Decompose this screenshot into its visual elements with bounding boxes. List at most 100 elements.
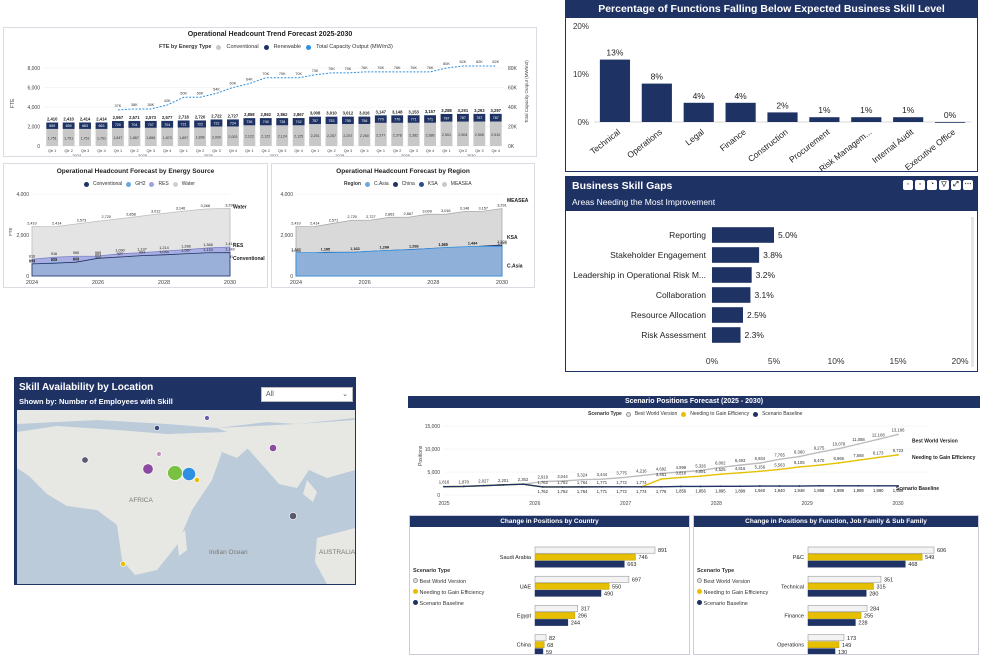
scenario-point-2 xyxy=(857,484,860,487)
trend-bar-conventional xyxy=(194,127,206,146)
trend-x-tick: Qtr 1 xyxy=(114,149,122,153)
pct-bar xyxy=(767,112,798,122)
trend-total-label: 2,414 xyxy=(96,116,107,121)
trend-bar-renewable xyxy=(342,116,354,124)
pct-y-tick: 0% xyxy=(577,118,589,127)
function-svg-value-2: 228 xyxy=(858,621,867,627)
country-panel: Change in Positions by Country Scenario … xyxy=(409,515,690,655)
energy-svg-value-res: 1,137 xyxy=(137,248,147,252)
country-svg-bar-0 xyxy=(534,575,630,583)
trend-bar-conventional xyxy=(391,122,404,146)
country-legend-efficiency: Needing to Gain Efficiency xyxy=(419,590,485,596)
scenario-point-2 xyxy=(502,483,505,486)
scenario-point-1 xyxy=(758,470,761,473)
scenario-point-0 xyxy=(719,466,722,469)
filter-icon[interactable]: ▽ xyxy=(939,180,949,190)
scenario-value-2: 1,940 xyxy=(774,488,785,493)
pct-x-tick: Construction xyxy=(746,127,790,164)
trend-x-tick: Qtr 1 xyxy=(442,149,450,153)
focus-mode-icon[interactable]: ⤢ xyxy=(951,180,961,190)
trend-bar-conventional xyxy=(128,127,141,146)
region-svg-value-casia: 1,140 xyxy=(321,248,331,252)
trend-capacity-label: 38K xyxy=(131,103,138,107)
legend-efficiency-swatch xyxy=(681,411,687,417)
gaps-bar xyxy=(712,247,760,263)
region-svg-value-casia: 1,162 xyxy=(350,247,360,251)
trend-conv-label: 1,751 xyxy=(64,136,73,140)
scenario-x-tick: 2026 xyxy=(529,501,540,507)
energy-svg-y-tick: 2,000 xyxy=(16,233,29,239)
scenario-point-0 xyxy=(758,462,761,465)
trend-bar-conventional xyxy=(227,126,239,146)
energy-svg-value-base: 994 xyxy=(139,251,145,255)
trend-y-tick: 8,000 xyxy=(27,66,40,72)
scenario-point-2 xyxy=(522,483,524,486)
trend-bar-conventional xyxy=(325,123,338,146)
scenario-value-0: 6,002 xyxy=(715,460,726,465)
map-land-sea-islands xyxy=(303,480,317,502)
trend-bar-conventional xyxy=(62,128,75,146)
energy-svg-value-res: 816 xyxy=(29,254,35,258)
scenario-value-2: 1,856 xyxy=(676,488,687,493)
scenario-point-0 xyxy=(857,443,860,445)
pct-x-tick: Operations xyxy=(625,127,664,160)
scenario-value-1: 1,762 xyxy=(537,480,548,485)
scenario-value-2: 1,899 xyxy=(735,488,746,493)
trend-conv-label: 1,866 xyxy=(146,136,155,140)
country-title: Change in Positions by Country xyxy=(410,516,689,527)
trend-capacity-label: 76K xyxy=(377,66,384,70)
country-svg-bar-0 xyxy=(534,634,547,642)
function-svg-bar-1 xyxy=(807,612,862,619)
trend-capacity-label: 82K xyxy=(460,60,467,64)
trend-x-tick: Qtr 3 xyxy=(475,149,483,153)
scenario-value-0: 7,765 xyxy=(774,452,785,457)
trend-ren-label: 704 xyxy=(131,123,137,127)
location-filter-dropdown[interactable]: All ⌄ xyxy=(261,387,353,402)
scenario-x-tick: 2030 xyxy=(892,501,903,507)
pin-icon[interactable]: ◦ xyxy=(903,180,913,190)
trend-capacity-label: 50K xyxy=(180,91,187,95)
function-legend-baseline: Scenario Baseline xyxy=(703,601,748,607)
scenario-point-0 xyxy=(897,433,899,436)
scenario-value-2: 1,895 xyxy=(715,488,726,493)
trend-x-tick: Qtr 4 xyxy=(426,149,434,153)
country-svg-value-1: 746 xyxy=(638,555,647,561)
scenario-value-2: 1,940 xyxy=(755,488,766,493)
bell-icon[interactable]: ◔ xyxy=(927,180,937,190)
trend-x-tick: Qtr 2 xyxy=(327,149,335,153)
trend-ren-label: 771 xyxy=(411,118,417,122)
scenario-point-2 xyxy=(541,485,544,488)
energy-svg-x-tick: 2024 xyxy=(26,280,38,286)
scenario-value-0: 1,870 xyxy=(458,479,469,484)
region-svg-value-casia: 1,142 xyxy=(291,248,301,252)
legend-conv-swatch xyxy=(84,181,89,187)
energy-svg-value-res: 1,286 xyxy=(181,245,191,249)
country-legend-title: Scenario Type xyxy=(413,568,451,574)
trend-y2-tick: 40K xyxy=(508,105,518,111)
trend-x-tick: Qtr 2 xyxy=(130,149,138,153)
function-legend-base-swatch xyxy=(697,600,702,605)
country-legend-base-swatch xyxy=(413,600,418,605)
country-svg-category-label: Egypt xyxy=(517,614,532,620)
gaps-category-label: Leadership in Operational Risk M... xyxy=(573,270,706,280)
map-canvas[interactable]: AFRICA Indian Ocean AUSTRALIA xyxy=(17,410,355,584)
region-svg-value-ksa: 1,298 xyxy=(409,244,419,248)
scenario-value-0: 9,275 xyxy=(814,445,825,450)
copy-icon[interactable]: ▫ xyxy=(915,180,925,190)
scenario-point-2 xyxy=(581,485,584,488)
scenario-value-2: 1,856 xyxy=(695,488,706,493)
scenario-value-2: 1,762 xyxy=(557,489,568,494)
scenario-point-1 xyxy=(798,466,801,468)
trend-conv-label: 2,003 xyxy=(228,135,237,139)
scenario-point-2 xyxy=(660,485,663,488)
trend-total-label: 2,720 xyxy=(195,114,206,119)
trend-capacity-label: 82K xyxy=(476,60,483,64)
trend-conv-label: 2,257 xyxy=(327,134,336,138)
pct-y-tick: 20% xyxy=(573,22,589,31)
function-title: Change in Positions by Function, Job Fam… xyxy=(694,516,978,527)
trend-bar-conventional xyxy=(457,121,469,146)
more-options-icon[interactable]: ⋯ xyxy=(963,180,973,190)
scenario-x-tick: 2028 xyxy=(711,501,722,507)
scenario-x-tick: 2029 xyxy=(802,501,813,507)
region-svg-x-tick: 2024 xyxy=(290,280,302,286)
